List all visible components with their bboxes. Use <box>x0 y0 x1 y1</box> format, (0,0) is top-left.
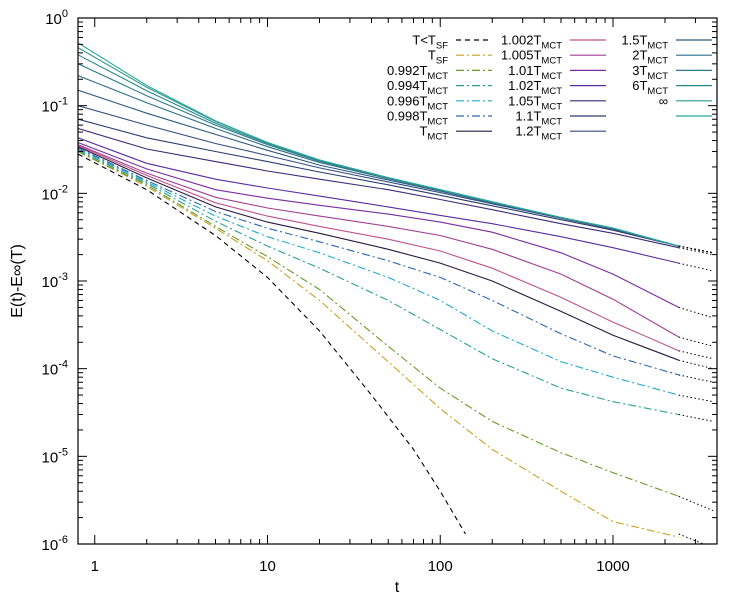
legend-label: 1.2TMCT <box>515 124 562 143</box>
x-axis-label: t <box>395 579 400 596</box>
fit-line-5 <box>678 374 714 383</box>
legend-label: ∞ <box>659 93 668 108</box>
fit-line-10 <box>678 262 714 272</box>
fit-line-19 <box>678 245 714 254</box>
legend-label: 1.01TMCT <box>508 63 562 82</box>
series-line-11 <box>78 127 679 249</box>
legend-label: TSF <box>428 48 448 67</box>
fit-line-4 <box>678 394 714 403</box>
series-line-1 <box>78 151 679 538</box>
fit-line-7 <box>678 350 714 360</box>
series-line-6 <box>78 146 679 361</box>
series-line-2 <box>78 151 679 497</box>
y-tick-label: 10-3 <box>42 271 68 291</box>
y-tick-label: 10-6 <box>42 534 68 554</box>
legend-label: 1.05TMCT <box>508 93 562 112</box>
legend-label: 3TMCT <box>632 63 668 82</box>
series-line-3 <box>78 149 679 416</box>
x-tick-label: 1000 <box>596 558 629 575</box>
series-line-12 <box>78 118 679 247</box>
legend-label: 1.5TMCT <box>621 33 668 52</box>
legend-label: 0.998TMCT <box>387 109 448 128</box>
ticks-layer: 1 10 100 1000 10-6 10-5 10-4 10-3 10-2 10-1 100 <box>42 8 718 575</box>
fit-line-3 <box>678 414 714 422</box>
fit-line-11 <box>678 247 714 256</box>
legend-label: 6TMCT <box>632 78 668 97</box>
x-tick-label: 10 <box>259 558 276 575</box>
series-line-10 <box>78 137 679 264</box>
series-line-5 <box>78 147 679 376</box>
legend-label: 0.992TMCT <box>387 63 448 82</box>
legend-label: TMCT <box>419 124 448 143</box>
y-tick-label: 10-5 <box>42 446 68 466</box>
legend-label: 2TMCT <box>632 48 668 67</box>
y-tick-label: 10-4 <box>42 359 68 379</box>
y-tick-label: 100 <box>45 8 68 28</box>
plot-frame <box>77 17 718 545</box>
legend-label: 1.02TMCT <box>508 78 562 97</box>
series-line-0 <box>78 153 466 535</box>
legend-label: 0.994TMCT <box>387 78 448 97</box>
legend: T<TSFTSF0.992TMCT0.994TMCT0.996TMCT0.998… <box>387 33 712 143</box>
series-line-7 <box>78 145 679 352</box>
legend-label: 1.1TMCT <box>515 109 562 128</box>
fit-layer <box>678 245 714 544</box>
series-layer <box>78 42 679 538</box>
legend-label: 1.002TMCT <box>501 33 562 52</box>
y-tick-label: 10-1 <box>42 96 68 116</box>
x-tick-label: 100 <box>428 558 453 575</box>
series-line-9 <box>78 141 679 308</box>
x-tick-label: 1 <box>91 558 99 575</box>
y-axis-label: E(t)-E∞(T) <box>9 244 26 318</box>
y-tick-label: 10-2 <box>42 183 68 203</box>
legend-label: T<TSF <box>412 33 448 52</box>
series-line-4 <box>78 148 679 396</box>
legend-label: 0.996TMCT <box>387 93 448 112</box>
series-line-8 <box>78 144 679 338</box>
series-line-13 <box>78 105 679 247</box>
legend-label: 1.005TMCT <box>501 48 562 67</box>
series-line-19 <box>78 42 679 247</box>
